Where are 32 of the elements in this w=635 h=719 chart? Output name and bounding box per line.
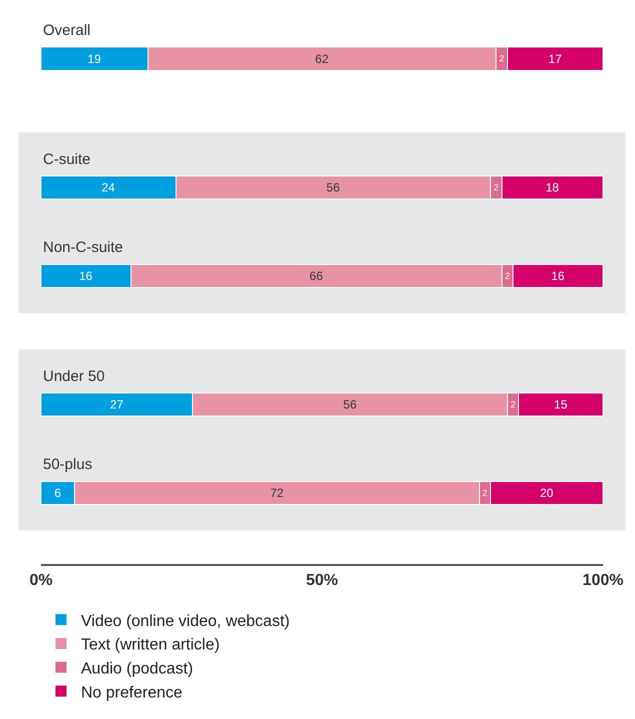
y-tick-label: Overall (43, 22, 91, 39)
data-label: 66 (310, 268, 324, 283)
x-tick-label: 50% (306, 572, 338, 589)
data-label: 19 (88, 52, 102, 66)
legend-label: No preference (81, 684, 182, 702)
data-label: 15 (554, 397, 568, 412)
data-label: 56 (326, 180, 340, 194)
data-label: 16 (79, 268, 93, 283)
x-tick-label: 0% (29, 572, 53, 589)
data-label: 16 (551, 268, 565, 283)
y-tick-label: C-suite (43, 151, 91, 168)
legend-label: Audio (podcast) (81, 660, 194, 678)
legend-label: Text (written article) (81, 636, 220, 654)
data-label: 2 (510, 399, 516, 410)
data-label: 2 (504, 270, 510, 281)
y-tick-label: Non-C-suite (43, 239, 124, 256)
data-label: 56 (343, 397, 357, 412)
data-label: 18 (546, 180, 560, 194)
y-tick-label: 50-plus (43, 456, 92, 473)
data-label: 20 (540, 486, 554, 500)
data-label: 24 (102, 180, 116, 194)
data-label: 17 (548, 52, 562, 66)
data-label: 2 (499, 54, 504, 64)
data-label: 2 (494, 182, 499, 192)
y-tick-label: Under 50 (43, 368, 105, 385)
x-tick-label: 100% (582, 572, 624, 589)
data-label: 62 (315, 52, 329, 66)
data-label: 27 (110, 397, 124, 412)
legend-label: Video (online video, webcast) (81, 612, 290, 630)
data-label: 2 (482, 488, 488, 498)
data-label: 72 (270, 486, 284, 500)
data-label: 6 (54, 486, 62, 500)
